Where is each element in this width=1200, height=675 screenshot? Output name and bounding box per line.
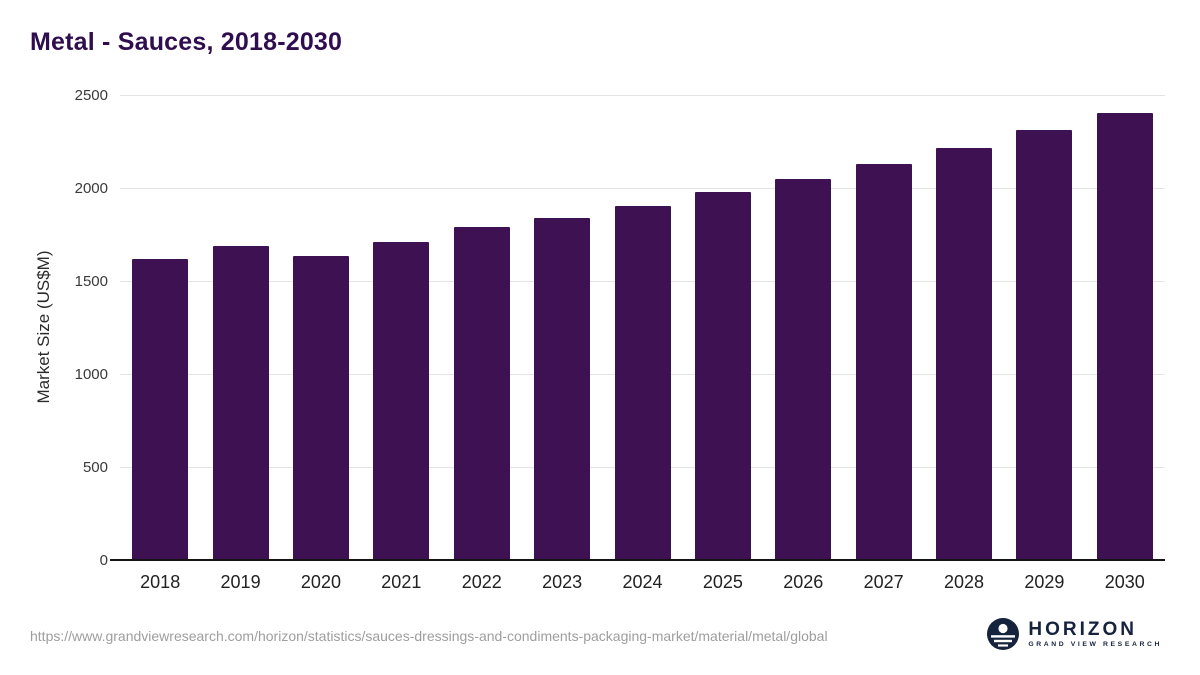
x-axis-line	[110, 559, 1165, 561]
y-axis-tick-label: 2500	[74, 87, 108, 104]
chart-title: Metal - Sauces, 2018-2030	[30, 28, 343, 56]
x-axis-tick-label: 2020	[300, 572, 341, 592]
gridline	[120, 187, 1165, 189]
x-axis-tick-label: 2029	[1024, 572, 1065, 592]
y-axis-tick-label: 1500	[74, 273, 108, 290]
x-axis-tick-label: 2023	[542, 572, 583, 592]
x-axis-tick-label: 2018	[140, 572, 181, 592]
bar[interactable]	[132, 258, 189, 560]
horizon-logo-text: HORIZON GRAND VIEW RESEARCH	[1028, 618, 1162, 649]
y-axis-tick-label: 0	[99, 552, 108, 569]
logo-subtitle: GRAND VIEW RESEARCH	[1028, 641, 1162, 649]
bar[interactable]	[1096, 112, 1153, 560]
horizon-logo-icon	[987, 618, 1020, 650]
x-axis-tick-label: 2028	[944, 572, 985, 592]
bar[interactable]	[614, 205, 671, 560]
x-axis-tick-label: 2026	[783, 572, 824, 592]
bar[interactable]	[936, 148, 993, 560]
x-axis-tick-label: 2027	[863, 572, 904, 592]
x-axis-tick-label: 2030	[1104, 572, 1145, 592]
x-axis-tick-label: 2025	[702, 572, 743, 592]
bar[interactable]	[373, 241, 430, 560]
bar[interactable]	[694, 191, 751, 560]
horizon-logo: HORIZON GRAND VIEW RESEARCH	[987, 618, 1162, 650]
y-axis-tick-label: 500	[82, 459, 108, 476]
bar[interactable]	[1016, 130, 1073, 560]
x-axis-tick-label: 2021	[381, 572, 422, 592]
y-axis-tick-label: 1000	[74, 366, 108, 383]
gridline	[120, 94, 1165, 96]
logo-title: HORIZON	[1028, 618, 1137, 640]
source-url: https://www.grandviewresearch.com/horizo…	[30, 628, 828, 644]
y-axis-tick-label: 2000	[74, 180, 108, 197]
bar[interactable]	[855, 163, 912, 560]
x-axis-tick-label: 2024	[622, 572, 663, 592]
bar[interactable]	[534, 217, 591, 560]
x-axis-tick-label: 2019	[220, 572, 261, 592]
bar[interactable]	[453, 227, 510, 560]
bar[interactable]	[292, 255, 349, 560]
bar[interactable]	[775, 178, 832, 560]
bar[interactable]	[212, 245, 269, 560]
x-axis-tick-label: 2022	[461, 572, 502, 592]
